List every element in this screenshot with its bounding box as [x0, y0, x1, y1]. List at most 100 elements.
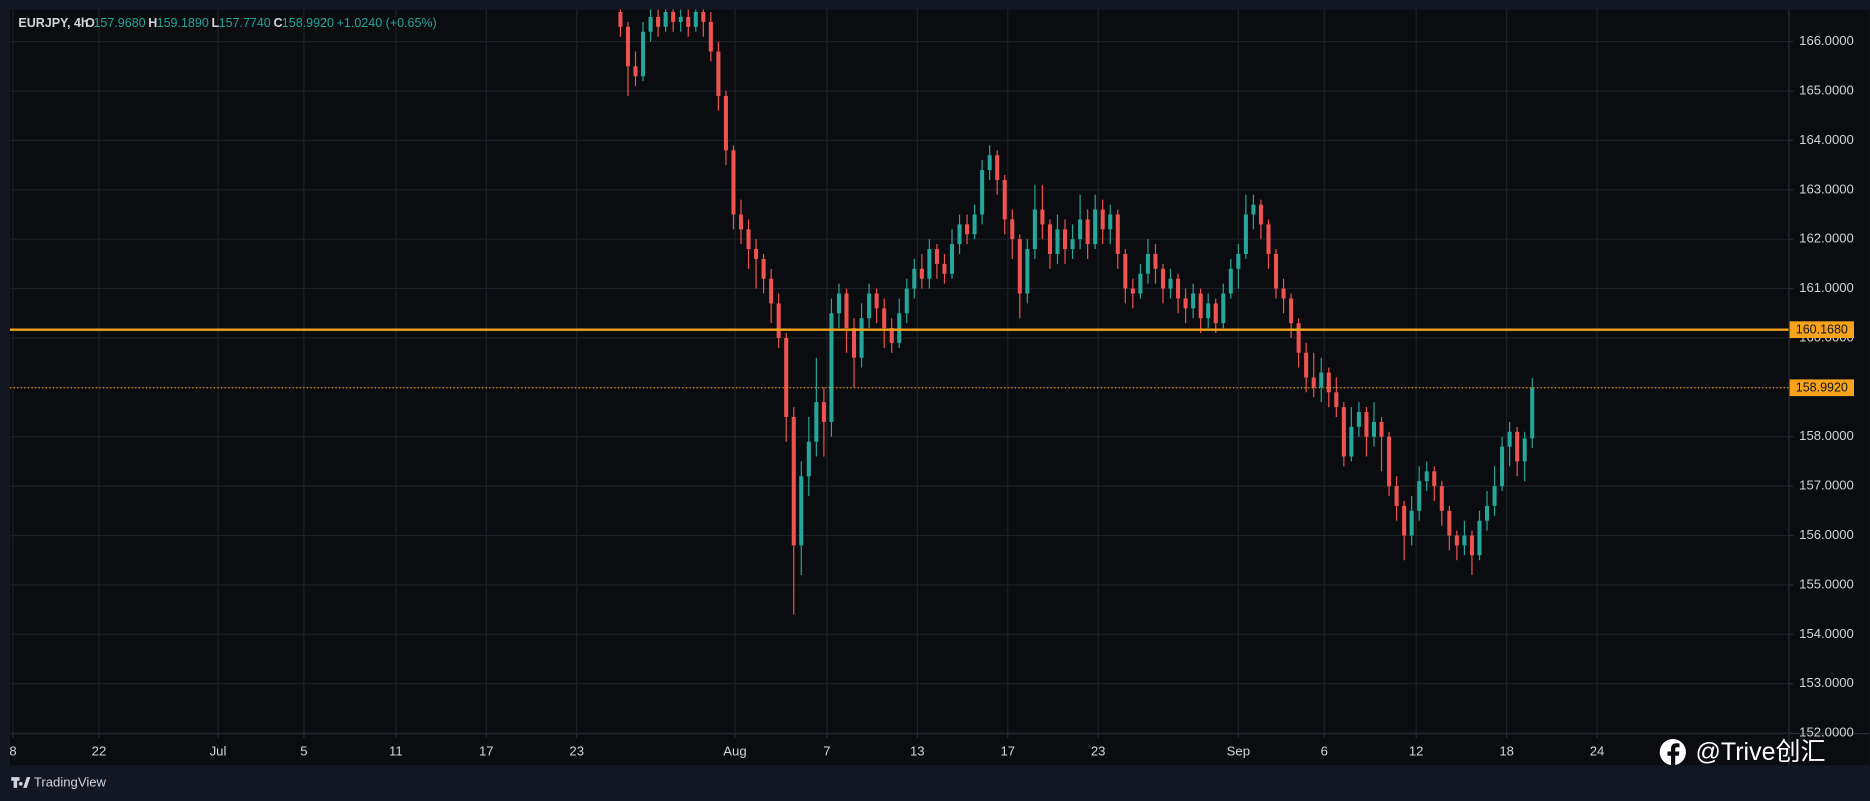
candle-body	[1168, 278, 1173, 289]
candle-body	[1040, 209, 1045, 225]
candle-body	[942, 263, 947, 274]
candle-body	[1356, 412, 1361, 427]
candle-body	[1123, 254, 1128, 289]
candle-body	[1160, 268, 1166, 289]
candle-body	[1236, 254, 1241, 269]
candle-body	[1304, 352, 1309, 378]
candle-body	[1492, 486, 1497, 506]
x-tick-label: 13	[910, 744, 925, 759]
high-value: 159.1890	[157, 16, 209, 30]
candle-body	[965, 224, 970, 235]
price-label: 158.9920	[1796, 381, 1848, 395]
candle-body	[1010, 219, 1015, 240]
candle-body	[904, 288, 909, 314]
candle-body	[1047, 224, 1052, 255]
y-tick-label: 165.0000	[1799, 82, 1854, 97]
candle-body	[1296, 323, 1301, 353]
candle-body	[889, 328, 894, 343]
candle-body	[1153, 254, 1158, 269]
candle-body	[1349, 426, 1354, 457]
x-tick-label: 18	[1499, 744, 1514, 759]
candle-body	[1311, 377, 1316, 388]
candle-body	[1281, 288, 1286, 299]
candle-body	[754, 249, 759, 259]
y-tick-label: 161.0000	[1799, 280, 1854, 295]
brand-text: TradingView	[34, 775, 107, 790]
candle-body	[746, 229, 751, 250]
candle-body	[1462, 535, 1467, 546]
candle-body	[1341, 407, 1346, 457]
overlay: 160.1680 158.9920	[10, 321, 1855, 397]
candle-body	[1424, 471, 1429, 482]
candle-body	[867, 293, 872, 319]
candle-body	[1198, 293, 1203, 319]
candle-body	[1334, 392, 1339, 408]
candle-body	[1206, 303, 1211, 319]
change-value: +1.0240 (+0.65%)	[337, 16, 437, 30]
candle-body	[1326, 372, 1331, 393]
x-tick-label: Jul	[210, 744, 227, 759]
candle-body	[776, 303, 781, 338]
watermark: @Trive创汇	[1659, 738, 1826, 767]
candle-body	[949, 244, 955, 274]
candle-body	[814, 402, 819, 442]
x-tick-label: 7	[823, 744, 830, 759]
y-tick-label: 155.0000	[1799, 576, 1854, 591]
price-label: 160.1680	[1796, 323, 1848, 337]
candle-body	[1273, 254, 1279, 289]
x-tick-label: 22	[92, 744, 107, 759]
candle-body	[708, 21, 713, 52]
candle-body	[882, 308, 887, 329]
candles	[618, 9, 1535, 615]
candle-body	[897, 313, 902, 343]
candle-body	[618, 12, 623, 27]
candle-body	[844, 293, 849, 329]
y-tick-label: 163.0000	[1799, 181, 1854, 196]
candle-body	[769, 278, 774, 304]
open-label: O	[85, 16, 95, 30]
candle-body	[1289, 298, 1294, 324]
candle-body	[980, 170, 985, 215]
y-tick-label: 157.0000	[1799, 478, 1854, 493]
candle-body	[648, 16, 653, 32]
legend: EURJPY, 4h O 157.9680 H 159.1890 L 157.7…	[18, 16, 436, 30]
high-label: H	[148, 16, 157, 30]
candle-body	[821, 402, 826, 422]
candle-body	[1447, 510, 1452, 536]
candle-body	[723, 95, 728, 151]
candle-body	[784, 337, 789, 417]
candle-body	[701, 12, 706, 22]
candle-body	[1002, 179, 1007, 220]
candle-body	[1394, 486, 1399, 506]
candle-body	[1432, 471, 1437, 487]
candle-body	[1439, 486, 1444, 511]
candle-body	[1070, 239, 1075, 250]
candle-body	[1213, 303, 1218, 324]
close-value: 158.9920	[282, 16, 334, 30]
candle-body	[1371, 421, 1377, 437]
candle-body	[1221, 293, 1226, 324]
candle-body	[829, 313, 834, 422]
candle-body	[678, 16, 683, 22]
x-tick-label: 6	[1321, 744, 1328, 759]
candle-body	[693, 12, 698, 27]
y-tick-label: 162.0000	[1799, 231, 1854, 246]
x-tick-label: 11	[389, 744, 403, 759]
candle-body	[1093, 209, 1098, 245]
candle-body	[1379, 421, 1384, 437]
brand-logo	[11, 777, 31, 788]
candle-body	[1108, 214, 1113, 230]
candle-body	[806, 441, 811, 477]
candle-body	[1138, 273, 1143, 294]
candle-body	[1025, 249, 1030, 294]
candle-body	[1115, 214, 1120, 255]
candle-body	[761, 258, 766, 279]
candle-body	[852, 328, 857, 358]
y-tick-label: 164.0000	[1799, 132, 1854, 147]
open-value: 157.9680	[93, 16, 145, 30]
candle-body	[686, 16, 691, 27]
candle-body	[1484, 505, 1490, 521]
candle-body	[1183, 298, 1188, 309]
